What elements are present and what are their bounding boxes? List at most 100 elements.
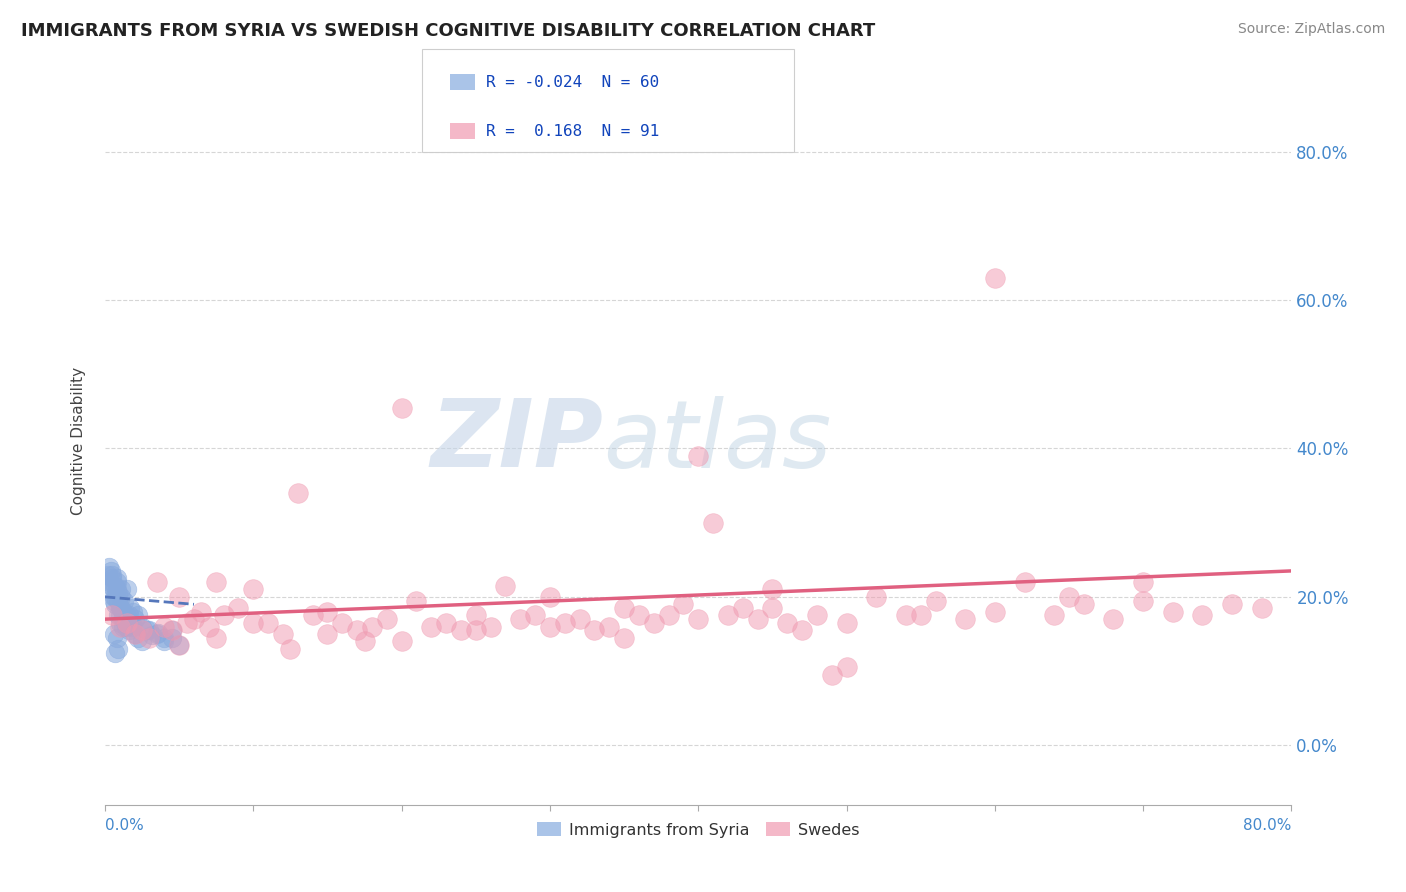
Point [242,615,264,630]
Point [118,608,141,623]
Point [776,615,799,630]
Point [131,619,153,633]
Point [894,608,917,623]
Text: IMMIGRANTS FROM SYRIA VS SWEDISH COGNITIVE DISABILITY CORRELATION CHART: IMMIGRANTS FROM SYRIA VS SWEDISH COGNITI… [21,22,876,40]
Point [108,619,131,633]
Point [153,619,176,633]
Point [538,590,561,604]
Point [97,567,120,582]
Point [984,605,1007,619]
Point [524,608,547,623]
Point [287,486,309,500]
Point [167,638,190,652]
Point [108,615,131,630]
Point [108,608,131,623]
Point [100,579,122,593]
Point [111,605,134,619]
Point [131,624,153,638]
Point [1057,590,1080,604]
Point [1250,601,1272,615]
Point [391,401,413,415]
Point [105,575,128,590]
Point [1073,597,1095,611]
Point [538,619,561,633]
Point [107,593,129,607]
Point [118,624,141,638]
Point [806,608,828,623]
Point [568,612,591,626]
Point [346,624,368,638]
Point [103,627,125,641]
Point [643,615,665,630]
Point [110,601,132,615]
Point [228,601,250,615]
Point [107,586,129,600]
Point [450,624,472,638]
Point [835,615,858,630]
Y-axis label: Cognitive Disability: Cognitive Disability [72,367,86,515]
Point [242,582,264,597]
Point [115,615,138,630]
Point [103,590,125,604]
Point [717,608,740,623]
Point [111,619,134,633]
Point [434,615,457,630]
Point [111,612,134,626]
Point [821,668,844,682]
Point [1014,575,1036,590]
Point [124,627,146,641]
Point [115,615,138,630]
Text: 80.0%: 80.0% [1243,818,1292,833]
Text: 0.0%: 0.0% [105,818,143,833]
Point [153,631,176,645]
Point [688,612,710,626]
Point [153,634,176,648]
Point [761,582,783,597]
Text: R = -0.024  N = 60: R = -0.024 N = 60 [486,75,659,89]
Point [160,624,183,638]
Point [790,624,813,638]
Point [104,597,127,611]
Point [103,593,125,607]
Point [101,608,124,623]
Point [271,627,294,641]
Point [613,601,636,615]
Point [112,612,135,626]
Point [257,615,280,630]
Legend: Immigrants from Syria, Swedes: Immigrants from Syria, Swedes [531,815,866,844]
Point [127,608,149,623]
Point [104,590,127,604]
Point [108,601,131,615]
Point [190,605,212,619]
Point [301,608,323,623]
Point [148,625,170,640]
Point [627,608,650,623]
Point [114,619,136,633]
Point [672,597,695,611]
Point [122,605,145,619]
Point [731,601,754,615]
Point [1132,575,1154,590]
Point [138,624,160,638]
Point [110,590,132,604]
Point [1043,608,1066,623]
Point [658,608,681,623]
Point [101,579,124,593]
Point [101,571,124,585]
Point [205,575,228,590]
Point [280,641,302,656]
Point [104,579,127,593]
Point [124,627,146,641]
Point [391,634,413,648]
Point [464,608,486,623]
Point [107,641,129,656]
Point [375,612,398,626]
Point [316,627,339,641]
Text: Source: ZipAtlas.com: Source: ZipAtlas.com [1237,22,1385,37]
Point [865,590,887,604]
Point [107,608,129,623]
Text: atlas: atlas [603,395,831,486]
Point [160,631,183,645]
Point [509,612,531,626]
Point [984,270,1007,285]
